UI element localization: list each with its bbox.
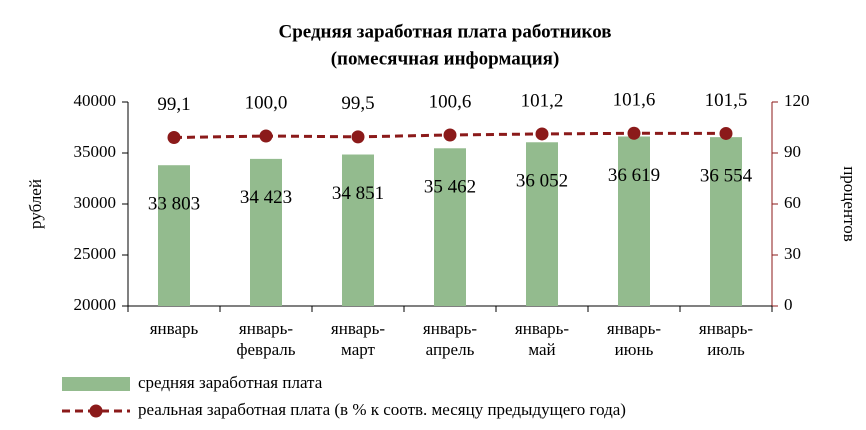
- legend-marker: [89, 404, 103, 418]
- x-tick-label: январь-: [239, 319, 294, 338]
- line-marker: [627, 126, 641, 140]
- bar: [710, 137, 742, 306]
- x-tick-label: январь-: [331, 319, 386, 338]
- x-tick-label: май: [528, 340, 555, 359]
- y-tick-label: 35000: [74, 142, 117, 161]
- line-marker: [535, 127, 549, 141]
- y2-tick-label: 0: [784, 295, 793, 314]
- x-tick-label: январь-: [699, 319, 754, 338]
- data-label: 101,2: [521, 90, 564, 111]
- y2-tick-label: 60: [784, 193, 801, 212]
- y-tick-label: 40000: [74, 91, 117, 110]
- data-label: 101,5: [705, 90, 748, 111]
- y2-axis-title: процентов: [840, 166, 859, 242]
- data-label: 100,0: [245, 92, 288, 113]
- bar: [526, 142, 558, 306]
- x-tick-label: февраль: [236, 340, 295, 359]
- x-tick-label: январь-: [423, 319, 478, 338]
- y2-tick-label: 30: [784, 244, 801, 263]
- data-label: 34 851: [332, 183, 384, 204]
- data-label: 36 554: [700, 166, 753, 187]
- legend-label: средняя заработная плата: [138, 373, 323, 392]
- data-label: 101,6: [613, 90, 656, 111]
- y-tick-label: 30000: [74, 193, 117, 212]
- data-label: 99,5: [341, 93, 374, 114]
- y-tick-label: 25000: [74, 244, 117, 263]
- y-axis-title: рублей: [26, 179, 45, 229]
- x-tick-label: январь-: [607, 319, 662, 338]
- x-tick-label: март: [341, 340, 375, 359]
- x-tick-label: апрель: [426, 340, 475, 359]
- bar: [158, 165, 190, 306]
- data-label: 36 619: [608, 165, 660, 186]
- data-label: 34 423: [240, 187, 292, 208]
- data-label: 35 462: [424, 177, 476, 198]
- y2-tick-label: 90: [784, 142, 801, 161]
- line-marker: [351, 130, 365, 144]
- y-tick-label: 20000: [74, 295, 117, 314]
- data-label: 36 052: [516, 171, 568, 192]
- data-label: 33 803: [148, 194, 200, 215]
- x-tick-label: июль: [707, 340, 745, 359]
- legend-label: реальная заработная плата (в % к соотв. …: [138, 400, 626, 419]
- line-marker: [167, 131, 181, 145]
- line-marker: [443, 128, 457, 142]
- bar: [250, 158, 282, 306]
- bar: [434, 148, 466, 306]
- y2-tick-label: 120: [784, 91, 810, 110]
- data-label: 99,1: [157, 94, 190, 115]
- line-marker: [259, 129, 273, 143]
- line-marker: [719, 126, 733, 140]
- x-tick-label: июнь: [615, 340, 654, 359]
- x-tick-label: январь-: [515, 319, 570, 338]
- chart-subtitle: (помесячная информация): [331, 48, 560, 69]
- x-tick-label: январь: [150, 319, 199, 338]
- legend-swatch: [62, 377, 130, 391]
- bar: [342, 154, 374, 306]
- bar: [618, 136, 650, 306]
- data-label: 100,6: [429, 91, 472, 112]
- chart-title: Средняя заработная плата работников: [278, 21, 611, 42]
